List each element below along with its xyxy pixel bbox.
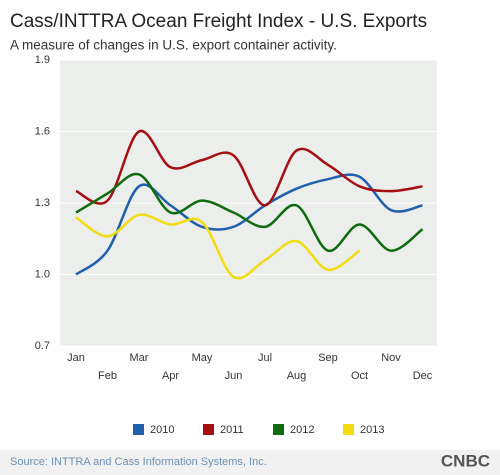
x-tick-label: Aug bbox=[287, 370, 307, 382]
legend-label: 2012 bbox=[290, 424, 314, 436]
logo: CNBC bbox=[441, 451, 490, 470]
x-tick-label: Dec bbox=[413, 370, 433, 382]
footer bbox=[0, 450, 500, 475]
chart-subtitle: A measure of changes in U.S. export cont… bbox=[10, 38, 337, 53]
chart-title: Cass/INTTRA Ocean Freight Index - U.S. E… bbox=[10, 11, 427, 32]
x-tick-label: Nov bbox=[381, 352, 401, 364]
legend-label: 2010 bbox=[150, 424, 174, 436]
x-tick-label: Apr bbox=[162, 370, 179, 382]
x-tick-label: Jan bbox=[67, 352, 85, 364]
line bbox=[75, 173, 423, 276]
line bbox=[75, 213, 361, 280]
legend-swatch bbox=[273, 424, 284, 435]
legend-swatch bbox=[133, 424, 144, 435]
legend-label: 2013 bbox=[360, 424, 384, 436]
y-tick-label: 0.7 bbox=[35, 340, 50, 352]
x-tick-label: Feb bbox=[98, 370, 117, 382]
x-tick-label: May bbox=[192, 352, 213, 364]
legend-swatch bbox=[343, 424, 354, 435]
source: Source: INTTRA and Cass Information Syst… bbox=[10, 456, 267, 468]
y-tick-label: 1.0 bbox=[35, 268, 50, 280]
x-tick-label: Sep bbox=[318, 352, 338, 364]
x-tick-label: Mar bbox=[130, 352, 149, 364]
x-tick-label: Jul bbox=[258, 352, 272, 364]
x-tick-label: Jun bbox=[225, 370, 243, 382]
x-tick-label: Oct bbox=[351, 370, 368, 382]
line bbox=[75, 172, 424, 252]
legend-swatch bbox=[203, 424, 214, 435]
line bbox=[75, 129, 423, 207]
y-tick-label: 1.6 bbox=[35, 125, 50, 137]
y-tick-label: 1.3 bbox=[35, 197, 50, 209]
legend-label: 2011 bbox=[220, 424, 244, 436]
y-tick-label: 1.9 bbox=[35, 54, 50, 66]
